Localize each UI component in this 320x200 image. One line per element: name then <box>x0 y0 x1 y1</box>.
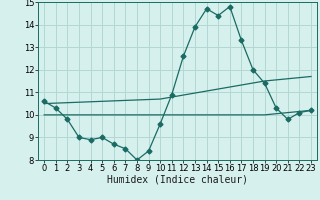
X-axis label: Humidex (Indice chaleur): Humidex (Indice chaleur) <box>107 175 248 185</box>
